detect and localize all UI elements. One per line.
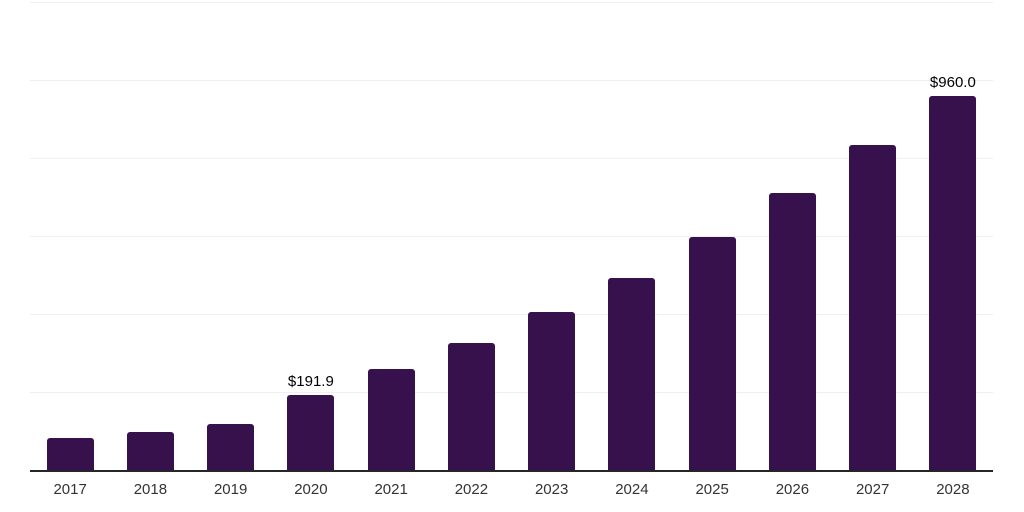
bar-value-label-2028: $960.0 bbox=[929, 73, 976, 91]
gridline-1200 bbox=[30, 2, 993, 3]
bar-column-2020: $191.9 bbox=[271, 2, 351, 470]
bar-column-2022 bbox=[431, 2, 511, 470]
bar-column-2025 bbox=[672, 2, 752, 470]
bar-2020: $191.9 bbox=[287, 373, 335, 470]
x-tick-label-2020: 2020 bbox=[294, 481, 328, 498]
x-tick-label-2024: 2024 bbox=[615, 481, 649, 498]
bar-2019 bbox=[207, 424, 255, 470]
bar-column-2024 bbox=[592, 2, 672, 470]
gridline-400 bbox=[30, 314, 993, 316]
bar-2021 bbox=[367, 368, 415, 470]
x-tick-label-2018: 2018 bbox=[133, 481, 168, 498]
bar-value-label-2020: $191.9 bbox=[287, 373, 334, 391]
bar-column-2028: $960.0 bbox=[913, 2, 993, 470]
x-tick-label-2026: 2026 bbox=[775, 481, 810, 498]
bar-column-2017 bbox=[30, 2, 110, 470]
bar-2026 bbox=[768, 192, 816, 470]
bar-2022 bbox=[447, 343, 495, 470]
x-axis-labels: 2017 2018 2019 2020 2021 2022 2023 2024 2025 2026… bbox=[30, 481, 993, 498]
bar-2017 bbox=[46, 438, 94, 470]
gridline-600 bbox=[30, 236, 993, 237]
x-tick-label-2019: 2019 bbox=[213, 481, 248, 498]
plot-area: $191.9 $960.0 bbox=[30, 2, 993, 472]
x-tick-label-2025: 2025 bbox=[695, 481, 729, 498]
x-tick-label-2021: 2021 bbox=[374, 481, 408, 498]
bar-2024 bbox=[608, 277, 656, 470]
bar-2025 bbox=[688, 237, 736, 470]
bar-column-2026 bbox=[752, 2, 832, 470]
bar-columns: $191.9 $960.0 bbox=[30, 2, 993, 470]
bar-2027 bbox=[849, 145, 897, 470]
x-tick-label-2028: 2028 bbox=[936, 481, 970, 498]
bar-column-2021 bbox=[351, 2, 431, 470]
bar-column-2018 bbox=[110, 2, 190, 470]
x-tick-label-2022: 2022 bbox=[454, 481, 489, 498]
bar-column-2027 bbox=[833, 2, 913, 470]
x-tick-label-2027: 2027 bbox=[855, 481, 890, 498]
gridline-200 bbox=[30, 392, 993, 394]
x-tick-label-2017: 2017 bbox=[53, 481, 87, 498]
x-tick-label-2023: 2023 bbox=[534, 481, 569, 498]
bar-2028: $960.0 bbox=[929, 74, 977, 470]
bar-column-2023 bbox=[512, 2, 592, 470]
bar-column-2019 bbox=[191, 2, 271, 470]
gridline-800 bbox=[30, 158, 993, 160]
gridline-1000 bbox=[30, 80, 993, 81]
bar-2018 bbox=[126, 432, 174, 470]
bar-2023 bbox=[528, 312, 576, 470]
